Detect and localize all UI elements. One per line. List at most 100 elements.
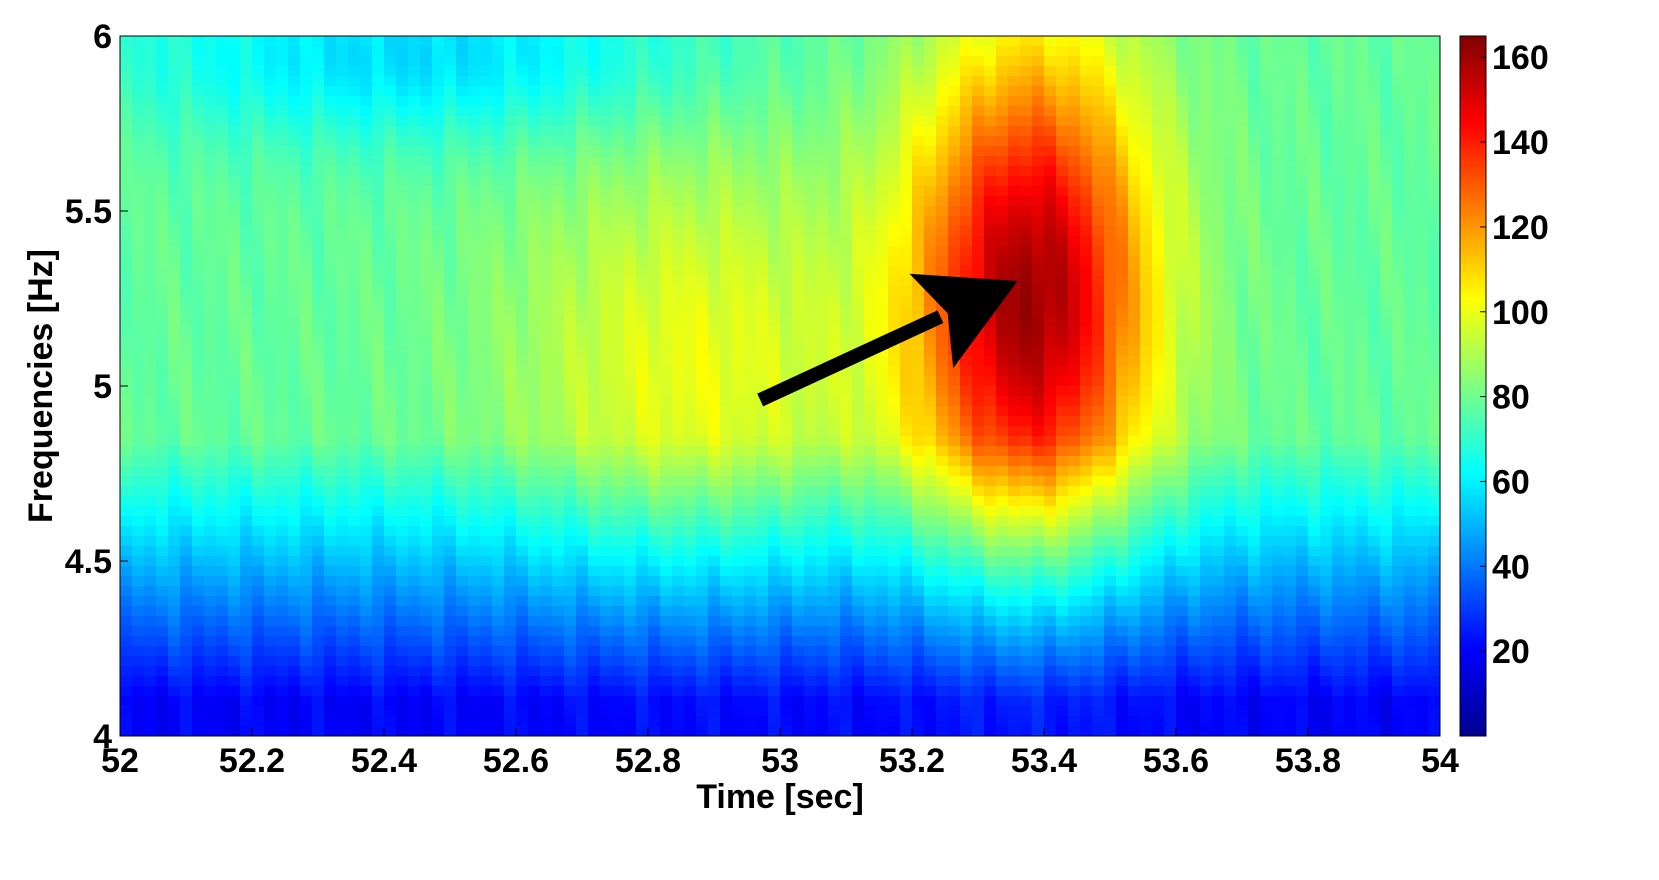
heatmap-cell (648, 576, 661, 587)
heatmap-cell (648, 316, 661, 327)
heatmap-cell (492, 226, 505, 237)
heatmap-cell (252, 496, 265, 507)
heatmap-cell (636, 666, 649, 677)
heatmap-cell (444, 226, 457, 237)
heatmap-cell (408, 396, 421, 407)
heatmap-cell (444, 446, 457, 457)
heatmap-cell (924, 486, 937, 497)
heatmap-cell (288, 76, 301, 87)
heatmap-cell (840, 386, 853, 397)
heatmap-cell (768, 66, 781, 77)
heatmap-cell (900, 596, 913, 607)
heatmap-cell (972, 196, 985, 207)
heatmap-cell (792, 156, 805, 167)
heatmap-cell (576, 246, 589, 257)
heatmap-cell (132, 436, 145, 447)
heatmap-cell (252, 356, 265, 367)
heatmap-cell (408, 36, 421, 47)
heatmap-cell (312, 166, 325, 177)
heatmap-cell (420, 496, 433, 507)
heatmap-cell (252, 376, 265, 387)
heatmap-cell (828, 126, 841, 137)
heatmap-cell (744, 246, 757, 257)
heatmap-cell (120, 186, 133, 197)
heatmap-cell (336, 146, 349, 157)
heatmap-cell (960, 716, 973, 727)
heatmap-cell (372, 616, 385, 627)
heatmap-cell (912, 476, 925, 487)
heatmap-cell (948, 166, 961, 177)
heatmap-cell (912, 626, 925, 637)
heatmap-cell (432, 196, 445, 207)
heatmap-cell (900, 626, 913, 637)
heatmap-cell (168, 476, 181, 487)
heatmap-cell (276, 526, 289, 537)
heatmap-cell (708, 206, 721, 217)
heatmap-cell (624, 446, 637, 457)
heatmap-cell (456, 446, 469, 457)
heatmap-cell (228, 476, 241, 487)
heatmap-cell (276, 436, 289, 447)
heatmap-cell (768, 706, 781, 717)
heatmap-cell (504, 96, 517, 107)
heatmap-cell (300, 406, 313, 417)
heatmap-cell (276, 36, 289, 47)
heatmap-cell (168, 216, 181, 227)
heatmap-cell (612, 316, 625, 327)
heatmap-cell (612, 706, 625, 717)
heatmap-cell (672, 406, 685, 417)
heatmap-cell (780, 156, 793, 167)
heatmap-cell (420, 426, 433, 437)
heatmap-cell (396, 616, 409, 627)
heatmap-cell (324, 546, 337, 557)
heatmap-cell (660, 406, 673, 417)
heatmap-cell (948, 376, 961, 387)
heatmap-cell (288, 166, 301, 177)
heatmap-cell (540, 436, 553, 447)
heatmap-cell (180, 146, 193, 157)
heatmap-cell (852, 116, 865, 127)
heatmap-cell (696, 616, 709, 627)
heatmap-cell (216, 506, 229, 517)
heatmap-cell (624, 166, 637, 177)
heatmap-cell (132, 356, 145, 367)
heatmap-cell (516, 196, 529, 207)
heatmap-cell (612, 156, 625, 167)
heatmap-cell (348, 376, 361, 387)
heatmap-cell (168, 596, 181, 607)
heatmap-cell (240, 716, 253, 727)
heatmap-cell (360, 656, 373, 667)
heatmap-cell (288, 86, 301, 97)
heatmap-cell (372, 346, 385, 357)
heatmap-cell (816, 426, 829, 437)
heatmap-cell (720, 686, 733, 697)
heatmap-cell (744, 286, 757, 297)
heatmap-cell (480, 666, 493, 677)
heatmap-cell (360, 646, 373, 657)
heatmap-cell (180, 656, 193, 667)
heatmap-cell (336, 136, 349, 147)
heatmap-cell (384, 606, 397, 617)
heatmap-cell (432, 516, 445, 527)
heatmap-cell (384, 346, 397, 357)
heatmap-cell (192, 456, 205, 467)
heatmap-cell (936, 376, 949, 387)
heatmap-cell (456, 536, 469, 547)
heatmap-cell (180, 396, 193, 407)
heatmap-cell (924, 566, 937, 577)
heatmap-cell (384, 436, 397, 447)
heatmap-cell (336, 536, 349, 547)
heatmap-cell (312, 226, 325, 237)
heatmap-cell (924, 326, 937, 337)
heatmap-cell (756, 346, 769, 357)
heatmap-cell (120, 586, 133, 597)
heatmap-cell (948, 446, 961, 457)
heatmap-cell (216, 386, 229, 397)
heatmap-cell (564, 226, 577, 237)
heatmap-cell (816, 66, 829, 77)
heatmap-cell (792, 316, 805, 327)
heatmap-cell (180, 316, 193, 327)
heatmap-cell (420, 136, 433, 147)
heatmap-cell (288, 56, 301, 67)
heatmap-cell (888, 136, 901, 147)
